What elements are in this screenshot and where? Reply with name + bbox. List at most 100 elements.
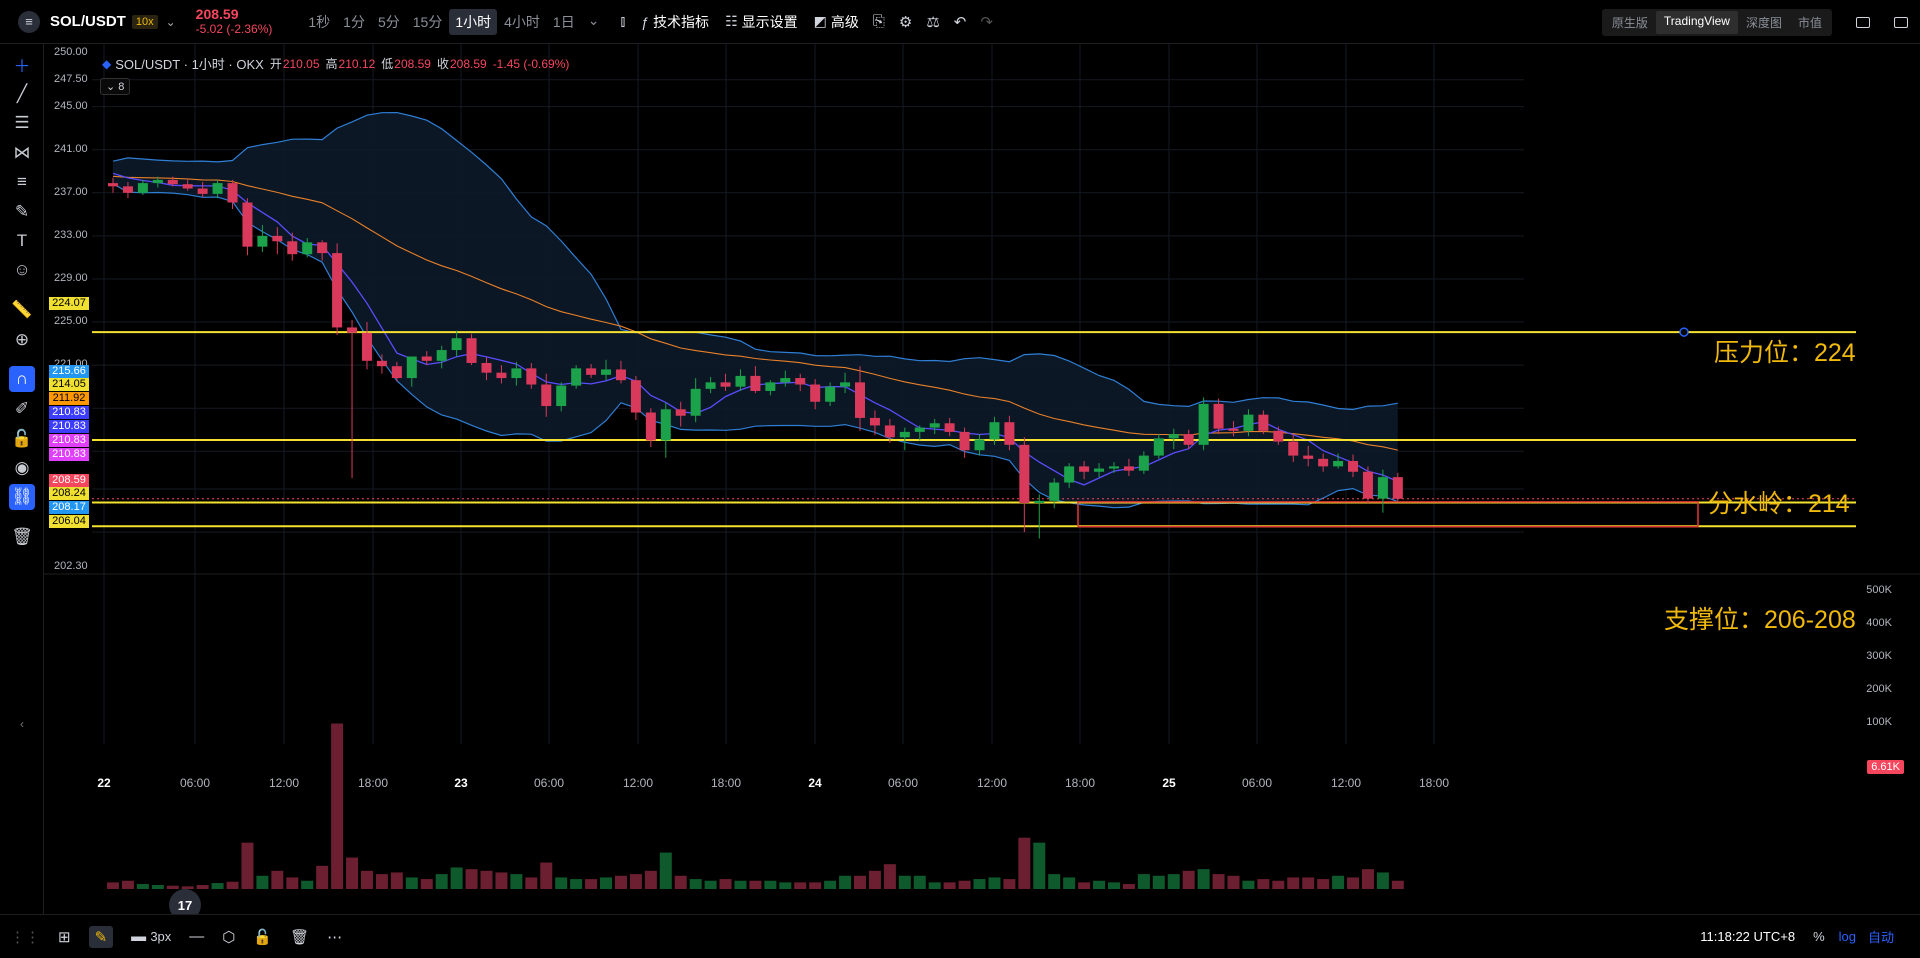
interval-1h[interactable]: 1小时 xyxy=(449,8,498,35)
chart-area[interactable]: ◆ SOL/USDT · 1小时 · OKX 开 210.05 高 210.12 低… xyxy=(44,44,1920,921)
undo-icon[interactable]: ↶ xyxy=(953,13,967,31)
candle-body xyxy=(929,423,940,428)
candle-body xyxy=(869,417,880,426)
view-tradingview[interactable]: TradingView xyxy=(1655,10,1738,34)
emoji-icon[interactable]: ☺ xyxy=(13,260,31,279)
price-axis-label: 237.00 xyxy=(54,185,88,198)
candle-body xyxy=(406,356,417,379)
time-axis-label: 22 xyxy=(97,776,111,790)
line-style-icon[interactable]: — xyxy=(189,928,205,945)
trash-icon[interactable]: 🗑 xyxy=(11,527,33,546)
menu-icon[interactable]: ≡ xyxy=(18,10,40,33)
price-axis-label: 229.00 xyxy=(54,271,88,284)
redo-icon[interactable]: ↷ xyxy=(980,13,993,31)
volume-bar xyxy=(644,870,657,889)
interval-15m[interactable]: 15分 xyxy=(412,13,443,30)
advanced-label: 高级 xyxy=(830,13,859,30)
candle-body xyxy=(1333,460,1344,467)
eye-icon[interactable]: ◉ xyxy=(14,458,30,477)
volume-bar xyxy=(868,870,881,889)
annotation-watershed[interactable]: 分水岭：214 xyxy=(1708,490,1850,518)
lock-icon[interactable]: 🔓 xyxy=(11,429,33,448)
draw-lock-icon[interactable]: ✐ xyxy=(14,399,30,418)
fullscreen-icon[interactable] xyxy=(1894,16,1908,28)
candle-body xyxy=(645,412,656,441)
brush-icon[interactable]: ✎ xyxy=(14,202,30,221)
window-icon[interactable] xyxy=(1856,16,1870,28)
crosshair-icon[interactable]: ＋ xyxy=(13,56,31,76)
candle-body xyxy=(1079,466,1090,472)
settings-hex-icon[interactable]: ⬡ xyxy=(222,928,236,946)
pattern-icon[interactable]: ⋈ xyxy=(13,143,31,162)
candle-body xyxy=(466,338,477,363)
volume-bar xyxy=(360,870,373,889)
line-width-button[interactable]: ▬ 3px xyxy=(131,928,172,945)
percent-toggle[interactable]: % xyxy=(1813,929,1825,944)
volume-bar xyxy=(1227,875,1240,889)
candle-type-icon[interactable]: ⫾ xyxy=(620,13,626,30)
annotation-support[interactable]: 支撑位：206-208 xyxy=(1664,606,1856,634)
text-icon[interactable]: T xyxy=(16,231,28,250)
candle-body xyxy=(1123,466,1134,471)
advanced-button[interactable]: ◩ 高级 xyxy=(814,12,859,32)
magnet-icon[interactable]: ∩ xyxy=(9,366,35,392)
clock[interactable]: 11:18:22 UTC+8 xyxy=(1700,929,1796,944)
candle-body xyxy=(317,242,328,254)
pencil-icon[interactable]: ✎ xyxy=(88,925,114,948)
gear-icon[interactable]: ⚙ xyxy=(898,13,913,31)
candle-body xyxy=(1019,444,1030,503)
delete-icon[interactable]: 🗑 xyxy=(290,928,310,946)
candle-body xyxy=(690,388,701,416)
interval-1d[interactable]: 1日 xyxy=(552,13,575,30)
candle-body xyxy=(302,242,313,255)
volume-bar xyxy=(375,874,388,889)
compare-icon[interactable]: ⚖ xyxy=(926,13,940,31)
log-toggle[interactable]: log xyxy=(1838,929,1856,944)
volume-bar xyxy=(346,857,359,889)
indicators-button[interactable]: ƒ 技术指标 xyxy=(641,12,709,32)
volume-bar xyxy=(1391,880,1404,889)
interval-4h[interactable]: 4小时 xyxy=(504,13,540,30)
candle-body xyxy=(1094,468,1105,472)
candle-body xyxy=(287,241,298,255)
collapse-icon[interactable]: ‹ xyxy=(20,717,24,731)
volume-bar xyxy=(540,862,553,889)
volume-bar xyxy=(1182,870,1195,889)
template-icon[interactable]: ⎘ xyxy=(872,13,885,30)
ruler-icon[interactable]: 📏 xyxy=(11,300,33,319)
interval-1m[interactable]: 1分 xyxy=(343,13,365,30)
view-marketcap[interactable]: 市值 xyxy=(1797,15,1822,30)
symbol-name[interactable]: SOL/USDT xyxy=(50,13,126,30)
zoom-icon[interactable]: ⊕ xyxy=(14,330,30,349)
annotation-resistance[interactable]: 压力位：224 xyxy=(1714,339,1856,367)
unlock-icon[interactable]: 🔓 xyxy=(253,928,273,946)
interval-1s[interactable]: 1秒 xyxy=(308,13,331,30)
trendline-icon[interactable]: ╱ xyxy=(16,84,28,103)
candle-body xyxy=(1258,414,1269,431)
candle-body xyxy=(332,253,343,328)
chevron-down-icon[interactable]: ⌄ xyxy=(165,14,176,29)
view-depth[interactable]: 深度图 xyxy=(1745,15,1782,30)
volume-bar xyxy=(704,880,717,889)
candle-body xyxy=(1108,466,1119,469)
indicator-toggle[interactable]: ⌄ 8 xyxy=(100,78,131,95)
volume-bar xyxy=(659,852,672,889)
link-icon[interactable]: ⛓ xyxy=(9,484,35,510)
layout-icon[interactable]: ⊞ xyxy=(58,928,71,946)
view-native[interactable]: 原生版 xyxy=(1611,15,1648,30)
price-badge: 215.66 xyxy=(49,365,89,378)
more-icon[interactable]: ⋯ xyxy=(327,928,343,946)
level-handle xyxy=(1679,327,1689,337)
horizontal-lines-icon[interactable]: ☰ xyxy=(14,113,30,132)
candle-body xyxy=(272,235,283,242)
display-settings-button[interactable]: ☷ 显示设置 xyxy=(725,12,798,32)
auto-toggle[interactable]: 自动 xyxy=(1867,930,1894,945)
drag-handle-icon[interactable]: ⋮⋮ xyxy=(10,928,40,946)
indicator-count: 8 xyxy=(118,81,125,93)
interval-more-icon[interactable]: ⌄ xyxy=(587,11,600,28)
candle-body xyxy=(914,427,925,432)
interval-5m[interactable]: 5分 xyxy=(377,13,400,30)
chart-svg[interactable] xyxy=(44,44,1920,914)
candle-body xyxy=(959,431,970,451)
fib-icon[interactable]: ≡ xyxy=(17,172,27,191)
